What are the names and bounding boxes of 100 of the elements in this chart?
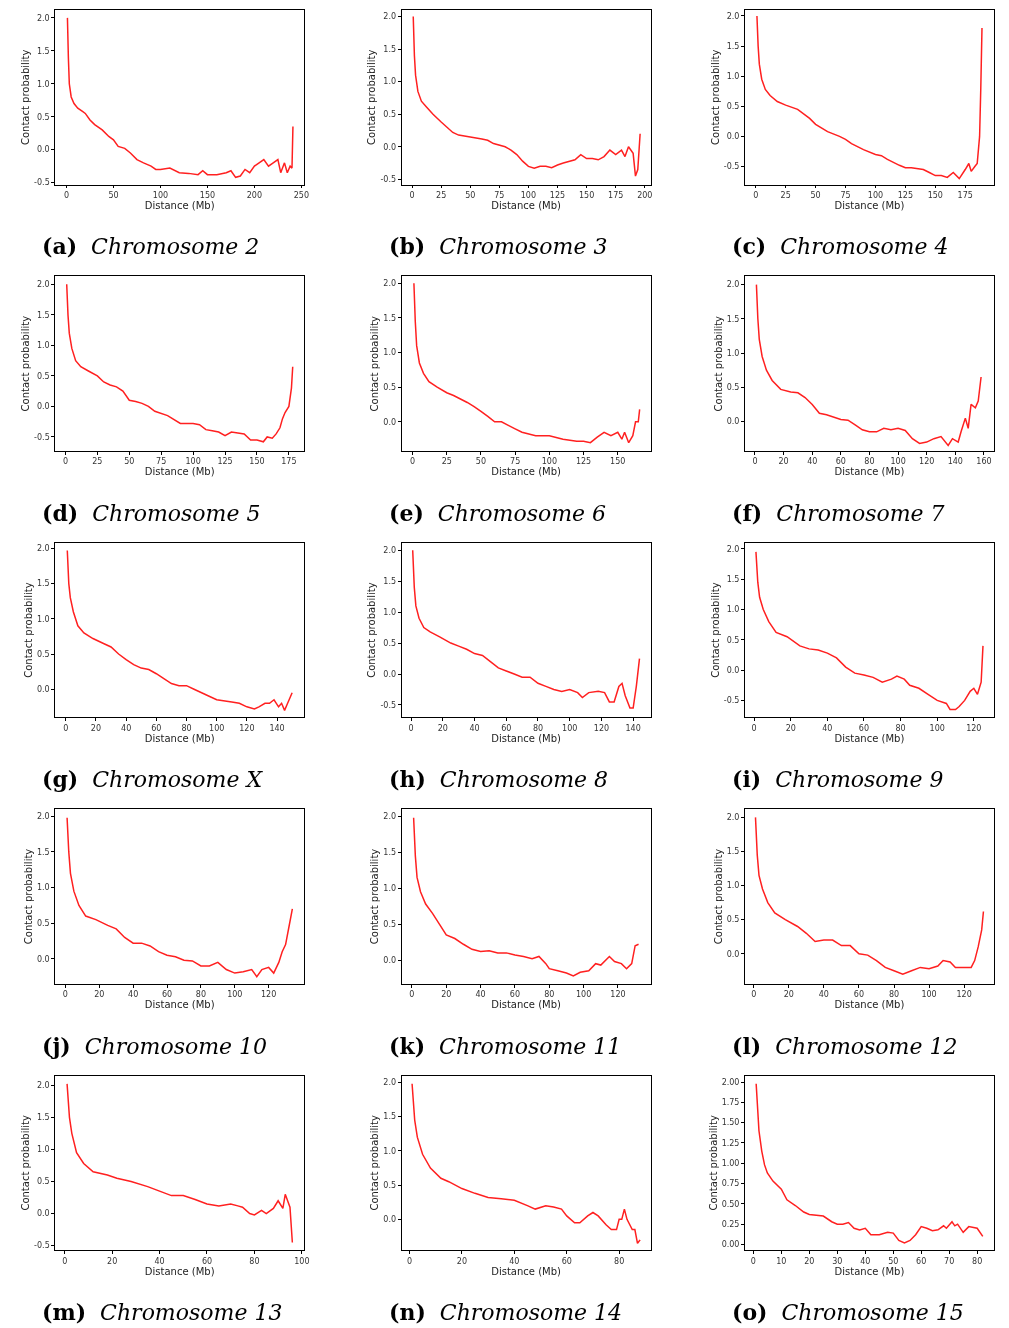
x-tick-label: 75 [494,191,505,201]
text: (b) Chromosome 3 [389,233,608,259]
x-tick-label: 60 [916,1256,927,1266]
text: (h) Chromosome 8 [389,766,609,792]
y-tick-label: 2.0 [726,280,740,290]
line-series [66,17,294,179]
x-tick-label: 0 [409,457,416,467]
text: (d) Chromosome 5 [42,500,261,526]
y-axis-title: Contact probability [369,315,381,412]
x-axis-title: Distance (Mb) [491,999,562,1011]
y-tick-label: 1.5 [726,41,740,51]
x-tick-label: 200 [246,191,263,201]
x-tick-label: 20 [785,723,796,733]
x-tick-label: 100 [921,990,937,1000]
x-tick-label: 80 [249,1256,260,1266]
text: (o) Chromosome 15 [732,1299,964,1325]
x-tick-label: 100 [209,723,225,733]
x-tick-label: 20 [783,990,794,1000]
line-series [66,816,294,978]
y-tick-label: -0.5 [723,696,740,706]
y-tick-label: 0.5 [383,383,397,393]
y-tick-label: 0.0 [383,1215,397,1225]
y-tick-label: 0.0 [726,417,740,427]
y-tick-label: 1.0 [726,605,740,615]
y-tick-label: -0.5 [34,432,50,442]
y-tick-label: 1.5 [36,847,50,857]
y-axis-title: Contact probability [707,1115,719,1211]
x-tick-label: 175 [281,457,297,467]
x-tick-label: 150 [578,191,595,201]
x-tick-label: 40 [121,723,132,733]
x-tick-label: 150 [199,191,216,201]
text: (k) Chromosome 11 [389,1033,622,1059]
x-tick-label: 75 [510,457,521,467]
y-tick-label: 2.0 [726,11,740,21]
y-tick-label: 2.0 [383,1078,397,1088]
y-tick-label: 1.0 [383,77,397,87]
x-tick-label: 125 [575,457,592,467]
x-tick-label: 40 [154,1256,165,1266]
x-tick-label: 200 [637,191,653,201]
x-tick-label: 120 [261,990,277,1000]
text: (i) Chromosome 9 [732,766,944,792]
x-tick-label: 30 [832,1256,843,1266]
y-tick-label: 0.5 [36,1177,50,1187]
text: (g) Chromosome X [42,766,264,792]
y-tick-label: 0.5 [36,371,50,381]
y-tick-label: 1.5 [726,847,740,857]
x-tick-label: 40 [128,990,139,1000]
line-series [754,816,985,975]
x-tick-label: 100 [867,191,884,201]
x-tick-label: 120 [593,723,610,733]
x-tick-label: 125 [217,457,233,467]
y-axis-title: Contact probability [366,49,378,146]
y-axis-title: Contact probability [22,848,34,945]
x-axis-title: Distance (Mb) [144,999,215,1011]
x-axis-title: Distance (Mb) [144,466,215,478]
x-tick-label: 175 [608,191,624,201]
x-tick-label: 80 [195,990,206,1000]
x-tick-label: 160 [976,457,992,467]
x-tick-label: 0 [62,457,68,467]
y-tick-label: 1.0 [36,1145,50,1155]
x-tick-label: 140 [625,723,641,733]
y-tick-label: 0.0 [726,665,740,675]
x-axis-title: Distance (Mb) [491,732,562,744]
y-tick-label: 2.0 [36,13,50,23]
x-tick-label: 140 [269,723,285,733]
y-tick-label: 0.5 [36,919,50,928]
x-tick-label: 140 [947,457,963,467]
line-series [412,817,640,977]
x-tick-label: 40 [822,723,833,733]
x-tick-label: 100 [294,1256,310,1266]
x-tick-label: 50 [888,1256,899,1266]
x-tick-label: 0 [63,723,69,733]
x-tick-label: 0 [751,990,757,1000]
y-axis-title: Contact probability [709,582,721,678]
y-tick-label: 0.0 [36,402,50,412]
y-tick-label: 2.0 [36,544,50,554]
x-tick-label: 0 [750,1256,756,1266]
x-tick-label: 175 [957,191,973,201]
y-tick-label: 0.0 [726,949,740,959]
x-tick-label: 100 [890,457,906,467]
y-tick-label: 0.50 [721,1199,740,1209]
y-axis-title: Contact probability [369,848,381,945]
y-axis-title: Contact probability [712,848,724,945]
text: (m) Chromosome 13 [42,1299,283,1325]
x-tick-label: 100 [562,723,578,733]
x-tick-label: 40 [818,990,829,1000]
x-tick-label: 10 [776,1256,787,1266]
x-tick-label: 80 [895,723,906,733]
x-tick-label: 0 [406,1256,413,1266]
x-tick-label: 80 [614,1256,625,1266]
y-tick-label: 1.5 [383,313,397,323]
y-tick-label: 0.0 [383,955,397,965]
x-tick-label: 20 [778,457,789,467]
x-axis-title: Distance (Mb) [834,200,905,212]
y-tick-label: -0.5 [34,1241,50,1251]
text: (e) Chromosome 6 [389,500,607,526]
x-tick-label: 100 [541,457,557,467]
x-tick-label: 20 [107,1256,118,1266]
x-tick-label: 60 [561,1256,572,1266]
y-axis-title: Contact probability [366,582,378,678]
